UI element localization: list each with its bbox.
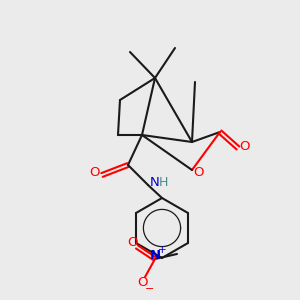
Text: N: N <box>150 176 160 190</box>
Text: O: O <box>127 236 137 250</box>
Text: O: O <box>194 166 204 178</box>
Text: O: O <box>137 277 147 290</box>
Text: −: − <box>145 284 155 294</box>
Text: O: O <box>240 140 250 152</box>
Text: H: H <box>159 176 168 190</box>
Text: N: N <box>149 250 161 262</box>
Text: O: O <box>90 167 100 179</box>
Text: +: + <box>158 245 166 255</box>
